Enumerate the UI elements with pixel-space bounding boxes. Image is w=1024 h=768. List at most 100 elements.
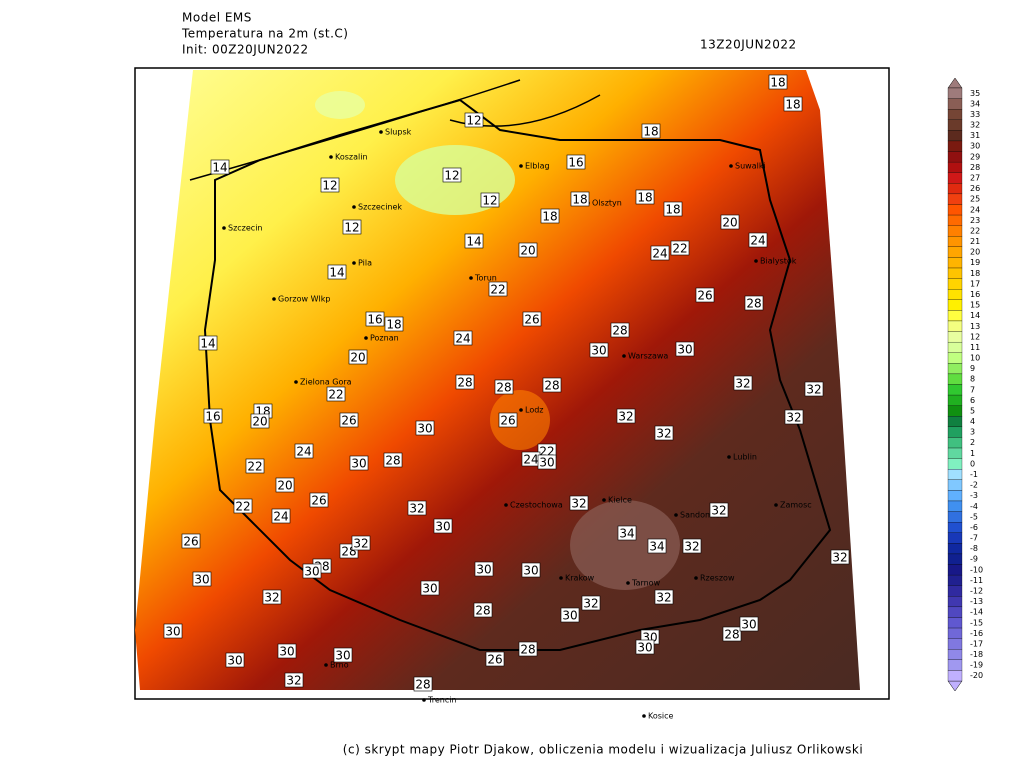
contour-label: 16 xyxy=(568,156,583,170)
contour-label-box xyxy=(348,349,368,365)
colorbar-swatch xyxy=(947,490,963,502)
colorbar-label: 11 xyxy=(970,343,980,352)
contour-label: 16 xyxy=(367,313,382,327)
colorbar-swatch xyxy=(947,246,963,258)
city-marker xyxy=(774,503,778,507)
city-marker xyxy=(626,581,630,585)
contour-label: 30 xyxy=(304,565,319,579)
colorbar-label: 20 xyxy=(970,248,980,257)
colorbar-label: 16 xyxy=(970,290,980,299)
colorbar-swatch xyxy=(947,299,963,311)
colorbar-swatch xyxy=(947,320,963,332)
contour-label-box xyxy=(326,386,346,402)
city-name: Szczecin xyxy=(228,224,263,233)
colorbar-swatch xyxy=(947,511,963,523)
colorbar-swatch xyxy=(947,119,963,131)
city-marker xyxy=(519,408,523,412)
contour-label-box xyxy=(570,191,590,207)
contour-label-box xyxy=(320,177,340,193)
contour-label: 22 xyxy=(328,388,343,402)
colorbar-swatch xyxy=(947,278,963,290)
colorbar-swatch xyxy=(947,638,963,650)
contour-label-box xyxy=(349,455,369,471)
colorbar-swatch xyxy=(947,585,963,597)
contour-label-box xyxy=(181,533,201,549)
contour-label: 32 xyxy=(409,502,424,516)
city-name: Sandomierz xyxy=(680,511,727,520)
contour-label-box xyxy=(455,374,475,390)
colorbar-swatch xyxy=(947,214,963,226)
contour-label: 20 xyxy=(277,479,292,493)
contour-label: 30 xyxy=(523,564,538,578)
city-name: Tarnow xyxy=(631,579,661,588)
colorbar-swatch xyxy=(947,394,963,406)
contour-label-box xyxy=(302,563,322,579)
colorbar-label: -11 xyxy=(970,576,983,585)
contour-label-box xyxy=(560,607,580,623)
colorbar-arrow-top xyxy=(947,77,963,89)
contour-label: 28 xyxy=(385,454,400,468)
contour-label: 32 xyxy=(571,497,586,511)
city-name: Elblag xyxy=(525,162,550,171)
contour-label: 32 xyxy=(618,410,633,424)
colorbar-label: 12 xyxy=(970,332,980,341)
colorbar-label: 3 xyxy=(970,428,975,437)
colorbar-swatch xyxy=(947,500,963,512)
contour-label-box xyxy=(783,96,803,112)
city-marker xyxy=(754,259,758,263)
colorbar-swatch xyxy=(947,458,963,470)
colorbar-swatch xyxy=(947,659,963,671)
contour-label-box xyxy=(284,672,304,688)
contour-label: 18 xyxy=(785,98,800,112)
contour-label: 14 xyxy=(466,235,481,249)
colorbar-swatch xyxy=(947,543,963,555)
city-name: Kosice xyxy=(648,712,674,721)
contour-label-box xyxy=(768,74,788,90)
contour-label-box xyxy=(383,452,403,468)
city-name: Zamosc xyxy=(780,501,812,510)
contour-label: 30 xyxy=(417,422,432,436)
contour-label-box xyxy=(617,525,637,541)
colorbar-swatch xyxy=(947,98,963,110)
contour-label: 18 xyxy=(386,318,401,332)
colorbar-label: 1 xyxy=(970,449,975,458)
colorbar-swatch xyxy=(947,225,963,237)
contour-label: 24 xyxy=(523,453,538,467)
colorbar-label: 5 xyxy=(970,406,975,415)
colorbar-swatch xyxy=(947,564,963,576)
contour-label: 12 xyxy=(322,179,337,193)
contour-label: 12 xyxy=(444,169,459,183)
contour-label: 28 xyxy=(724,628,739,642)
contour-label: 30 xyxy=(422,582,437,596)
contour-label: 32 xyxy=(286,674,301,688)
city-name: Gorzow Wlkp xyxy=(278,295,330,304)
variable-name: Temperatura na 2m (st.C) xyxy=(181,27,349,41)
contour-label: 28 xyxy=(544,379,559,393)
colorbar-label: 27 xyxy=(970,174,980,183)
colorbar-label: 30 xyxy=(970,142,980,151)
contour-label: 30 xyxy=(476,563,491,577)
contour-label: 30 xyxy=(741,618,756,632)
contour-label: 30 xyxy=(591,344,606,358)
colorbar-label: -9 xyxy=(970,555,978,564)
contour-label: 28 xyxy=(496,381,511,395)
contour-label: 30 xyxy=(677,343,692,357)
contour-label-box xyxy=(420,580,440,596)
city-name: Bialystok xyxy=(760,257,797,266)
colorbar-label: 4 xyxy=(970,417,975,426)
contour-label: 24 xyxy=(652,247,667,261)
contour-label-box xyxy=(198,335,218,351)
contour-label: 20 xyxy=(520,244,535,258)
contour-label: 20 xyxy=(252,415,267,429)
contour-label-box xyxy=(635,639,655,655)
city-marker xyxy=(674,513,678,517)
contour-label-box xyxy=(518,641,538,657)
colorbar-swatch xyxy=(947,172,963,184)
colorbar-label: 19 xyxy=(970,258,980,267)
colorbar-label: -16 xyxy=(970,629,983,638)
city-marker xyxy=(272,297,276,301)
colorbar-swatch xyxy=(947,151,963,163)
init-time: Init: 00Z20JUN2022 xyxy=(182,43,309,57)
contour-label: 18 xyxy=(637,191,652,205)
colorbar-label: -12 xyxy=(970,586,983,595)
